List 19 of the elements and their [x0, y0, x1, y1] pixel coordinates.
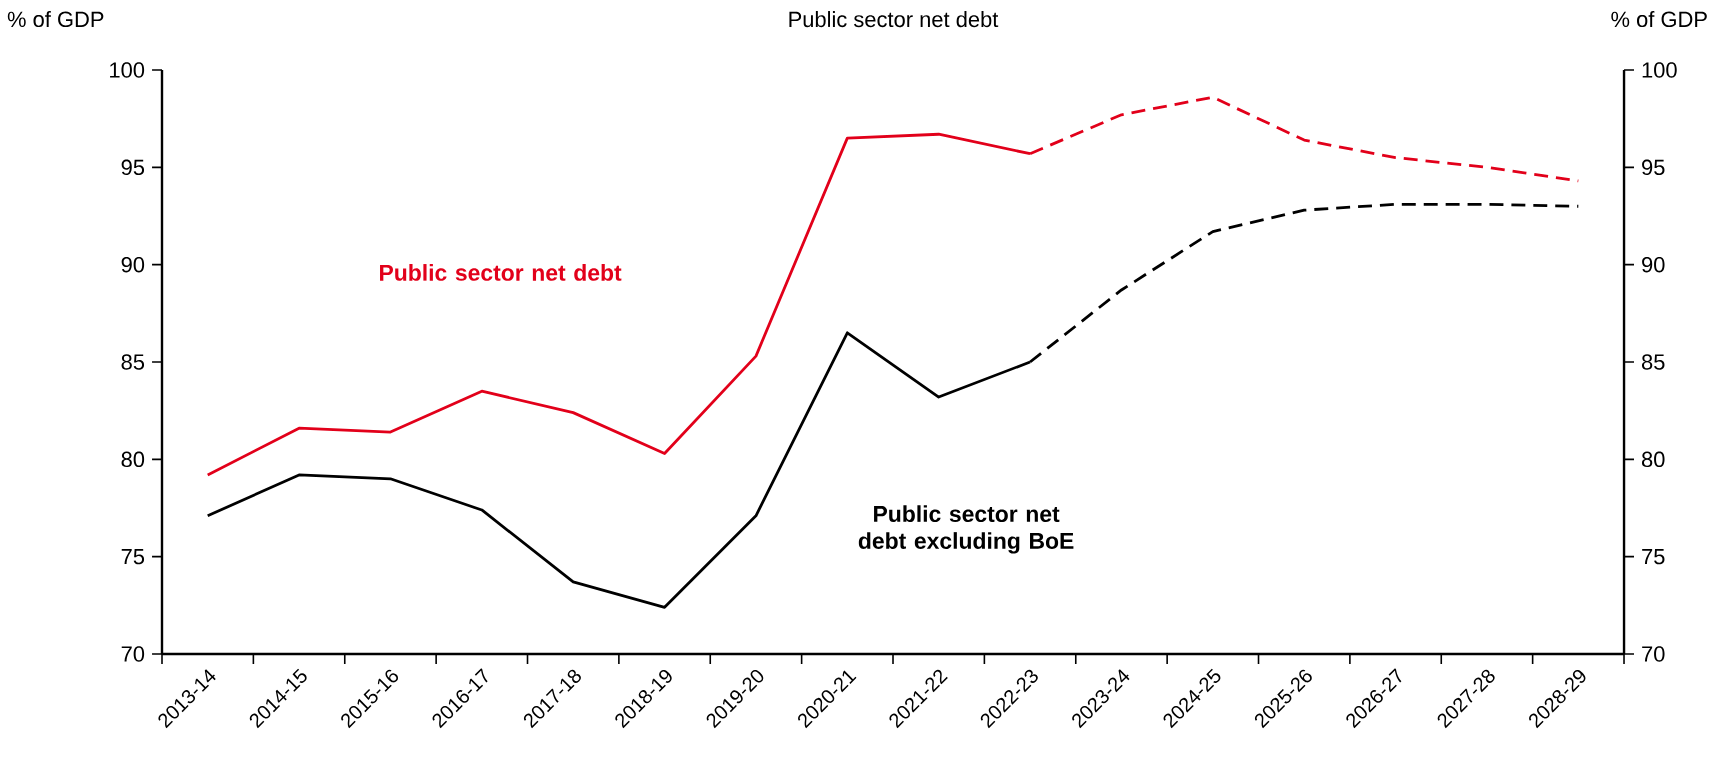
y2-tick-label: 85: [1641, 354, 1665, 370]
text: Public sector net debt excluding BoE: [858, 505, 1074, 554]
y2-tick-label: 75: [1642, 549, 1665, 565]
y-tick-label: 100: [110, 62, 145, 78]
y2-tick-label: 100: [1642, 62, 1677, 78]
y2-tick-label: 70: [1642, 646, 1665, 662]
y2-tick-label: 80: [1641, 451, 1665, 468]
text: Public sector net debt: [380, 264, 622, 281]
y2-tick-label: 90: [1642, 256, 1665, 273]
y-tick-label: 70: [121, 646, 145, 662]
y-tick-label: 90: [121, 256, 145, 273]
y-tick-label: 95: [121, 159, 145, 176]
y2-tick-label: 95: [1642, 159, 1665, 176]
y-tick-label: 80: [121, 451, 145, 468]
chart-title: Public sector net debt: [789, 11, 999, 28]
y-axis-title: % of GDP: [7, 11, 104, 28]
y2-axis-title: % of GDP: [1611, 11, 1707, 28]
y-tick-label: 85: [121, 354, 145, 370]
y-tick-label: 75: [121, 549, 145, 565]
